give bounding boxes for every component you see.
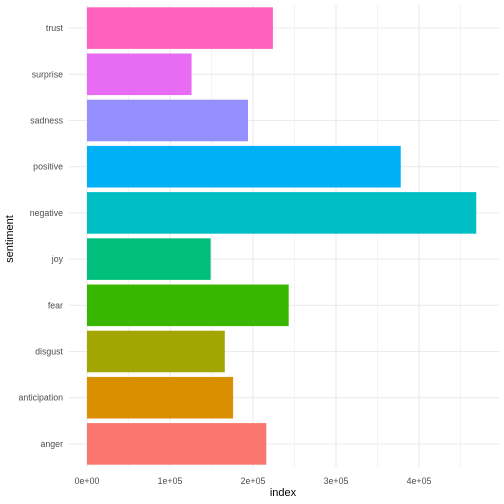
x-tick-labels: 0e+00 1e+05 2e+05 3e+05 4e+05: [75, 476, 432, 486]
bar-anger: [87, 423, 267, 465]
bar-surprise: [87, 53, 192, 96]
bar-joy: [87, 238, 211, 280]
bar-trust: [87, 7, 273, 49]
y-tick-label-fear: fear: [48, 300, 63, 310]
x-tick-label: 0e+00: [75, 476, 100, 486]
y-tick-label-disgust: disgust: [35, 347, 63, 357]
y-axis-title: sentiment: [4, 215, 16, 263]
y-tick-label-negative: negative: [30, 208, 63, 218]
x-tick-label: 2e+05: [241, 476, 266, 486]
y-tick-label-positive: positive: [33, 162, 63, 172]
y-tick-labels: anger anticipation disgust fear joy negative p…: [18, 23, 63, 449]
bar-positive: [87, 145, 401, 188]
y-tick-label-joy: joy: [51, 254, 64, 264]
bar-negative: [87, 192, 477, 234]
y-tick-label-surprise: surprise: [32, 69, 63, 79]
bar-fear: [87, 284, 289, 327]
x-axis-title: index: [270, 487, 297, 499]
x-tick-label: 4e+05: [407, 476, 432, 486]
x-tick-label: 3e+05: [324, 476, 349, 486]
y-tick-label-trust: trust: [46, 23, 64, 33]
x-tick-label: 1e+05: [158, 476, 183, 486]
bar-sadness: [87, 99, 249, 142]
y-tick-label-anticipation: anticipation: [18, 393, 63, 403]
y-tick-label-anger: anger: [41, 439, 64, 449]
bar-layer: [87, 7, 477, 465]
y-tick-label-sadness: sadness: [30, 116, 63, 126]
bar-disgust: [87, 330, 225, 373]
bar-anticipation: [87, 376, 234, 419]
